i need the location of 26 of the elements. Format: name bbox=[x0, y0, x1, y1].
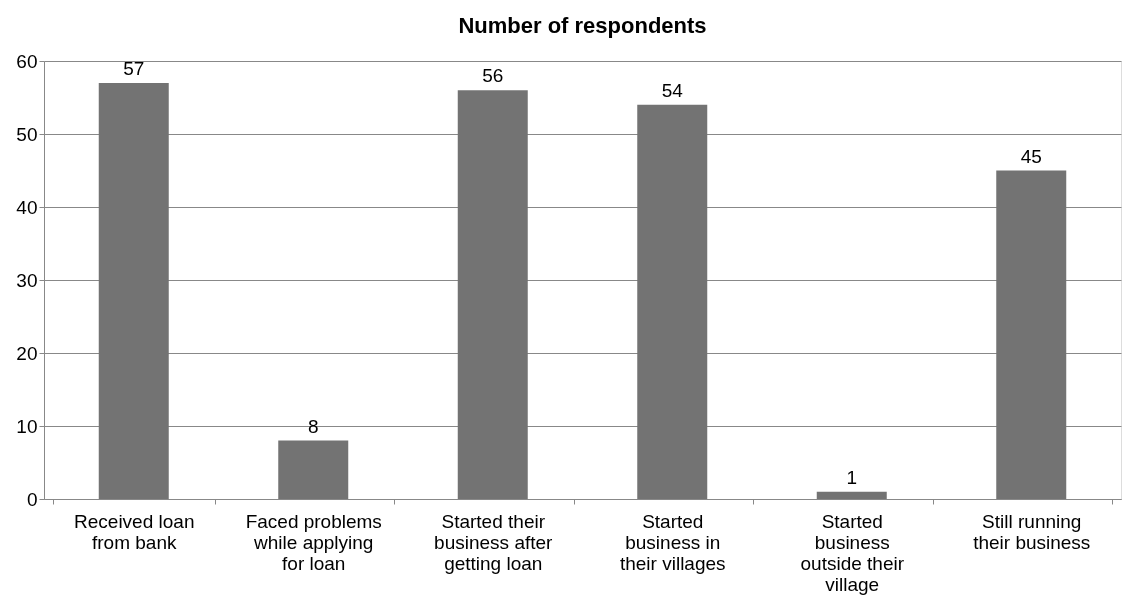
y-tick-label: 60 bbox=[16, 50, 38, 72]
x-tick-label: Faced problems while applying for loan bbox=[245, 510, 382, 574]
bar bbox=[996, 170, 1067, 499]
x-tick-label: Started business outside their village bbox=[800, 510, 905, 595]
y-tick-label: 20 bbox=[16, 342, 38, 364]
data-label: 57 bbox=[123, 57, 145, 79]
chart-title: Number of respondents bbox=[458, 13, 707, 38]
data-label: 1 bbox=[846, 466, 858, 488]
data-label: 45 bbox=[1020, 145, 1042, 167]
bar bbox=[278, 440, 349, 499]
y-tick-label: 50 bbox=[16, 123, 38, 145]
bar bbox=[98, 82, 169, 499]
bar bbox=[637, 104, 708, 499]
y-tick-label: 10 bbox=[16, 415, 38, 437]
x-tick-label: Still running their business bbox=[973, 510, 1091, 553]
data-label: 54 bbox=[661, 79, 684, 101]
x-tick-label: Started business in their villages bbox=[619, 510, 726, 574]
bar bbox=[816, 491, 887, 499]
bar bbox=[457, 90, 528, 499]
x-tick-label: Started their business after getting loan bbox=[434, 510, 554, 574]
data-label: 56 bbox=[482, 65, 504, 87]
x-tick-label: Received loan from bank bbox=[74, 510, 195, 553]
data-label: 8 bbox=[307, 415, 319, 437]
y-tick-label: 40 bbox=[16, 196, 38, 218]
y-tick-label: 0 bbox=[26, 488, 38, 510]
y-tick-label: 30 bbox=[16, 269, 38, 291]
